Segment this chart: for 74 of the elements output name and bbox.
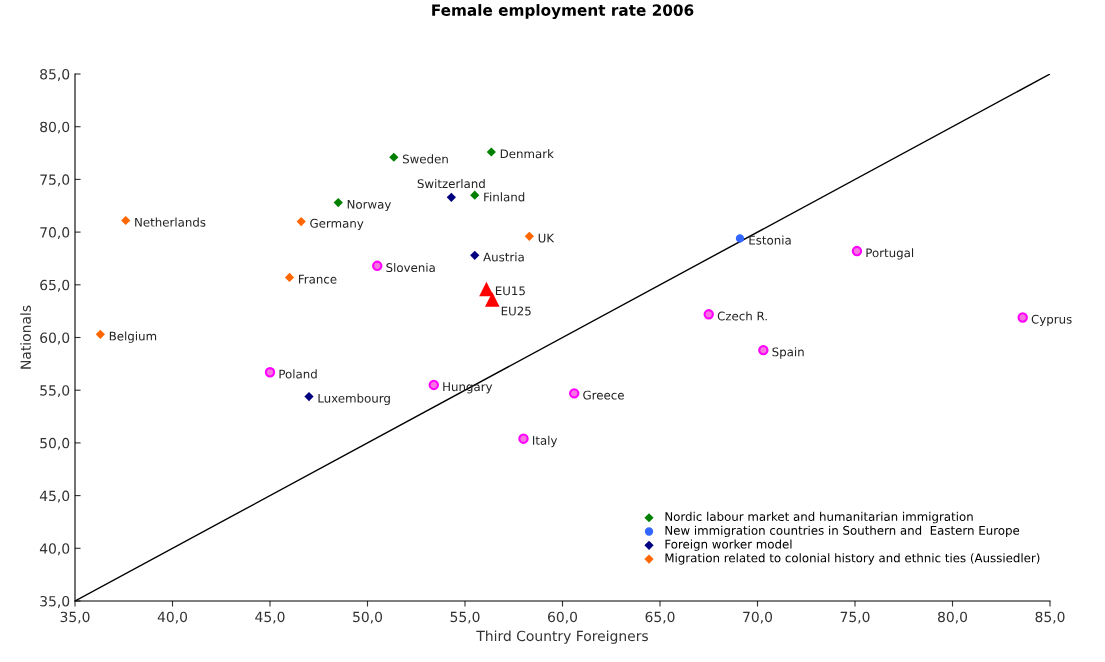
- y-tick-label: 35,0: [40, 595, 70, 608]
- annotation: Austria: [483, 252, 524, 262]
- y-tick-label: 70,0: [40, 227, 70, 239]
- point: [758, 344, 769, 356]
- x-tick-label: 70,0: [743, 611, 773, 624]
- point: [389, 152, 399, 162]
- annotation: EU25: [501, 306, 531, 316]
- annotation: Portugal: [866, 248, 914, 260]
- y-tick-label: 60,0: [40, 332, 70, 345]
- x-tick-label: 80,0: [937, 611, 968, 624]
- legend-label: New immigration countries in Southern and Eastern Europe: [665, 525, 1020, 538]
- y-axis-title: Nationals: [20, 305, 31, 369]
- x-tick-label: 45,0: [255, 611, 285, 624]
- annotation: Netherlands: [135, 217, 206, 227]
- x-tick-label: 75,0: [840, 611, 870, 624]
- point: [486, 147, 496, 157]
- point: [518, 433, 529, 444]
- annotation: Spain: [772, 347, 804, 359]
- legend-label: Foreign worker model: [665, 539, 792, 551]
- point: [524, 231, 534, 241]
- annotation: Germany: [310, 218, 364, 231]
- x-tick-label: 35,0: [60, 611, 90, 624]
- y-tick-label: 75,0: [40, 174, 70, 187]
- point: [703, 309, 714, 320]
- point: [568, 388, 580, 399]
- annotation: UK: [538, 233, 555, 243]
- annotation: Estonia: [749, 235, 791, 245]
- legend-label: Migration related to colonial history and ethnic ties (Aussiedler): [665, 553, 1040, 565]
- annotation: EU15: [495, 286, 525, 296]
- point: [735, 234, 745, 243]
- y-tick-label: 45,0: [39, 490, 70, 503]
- x-tick-label: 40,0: [157, 611, 188, 624]
- annotation: Italy: [532, 435, 558, 448]
- point: [372, 260, 383, 272]
- x-tick-label: 50,0: [353, 611, 383, 624]
- y-tick-label: 40,0: [39, 543, 70, 556]
- point: [95, 329, 105, 339]
- point: [470, 190, 480, 200]
- x-tick-label: 85,0: [1035, 611, 1065, 624]
- annotation: Czech R.: [717, 311, 767, 321]
- annotation: Switzerland: [417, 178, 485, 189]
- annotation: Belgium: [109, 331, 157, 343]
- y-tick-label: 50,0: [40, 437, 70, 450]
- chart-title: Female employment rate 2006: [432, 4, 694, 19]
- y-tick-label: 85,0: [40, 68, 70, 81]
- x-tick-label: 60,0: [548, 611, 578, 624]
- annotation: France: [298, 274, 337, 284]
- annotation: Sweden: [402, 154, 448, 164]
- point: [470, 250, 480, 260]
- y-tick-label: 65,0: [40, 279, 70, 292]
- x-axis-title: Third Country Foreigners: [476, 630, 648, 644]
- x-tick-label: 55,0: [450, 611, 480, 624]
- x-tick-label: 65,0: [645, 611, 675, 624]
- point: [296, 216, 306, 227]
- point: [264, 367, 276, 378]
- annotation: Norway: [347, 200, 392, 212]
- point: [1017, 312, 1028, 323]
- annotation: Greece: [583, 390, 624, 400]
- annotation: Slovenia: [386, 262, 435, 273]
- annotation: Cyprus: [1031, 314, 1072, 326]
- annotation: Poland: [279, 369, 317, 379]
- point: [446, 192, 456, 202]
- point: [121, 215, 131, 226]
- legend-label: Nordic labour market and humanitarian immigration: [665, 511, 973, 524]
- y-tick-label: 55,0: [40, 385, 70, 398]
- annotation: Finland: [484, 192, 525, 202]
- y-tick-label: 80,0: [40, 121, 70, 134]
- point: [304, 391, 314, 402]
- point: [284, 272, 295, 283]
- point: [428, 379, 440, 391]
- annotation: Denmark: [500, 149, 554, 159]
- point: [333, 197, 343, 208]
- point: [851, 245, 863, 257]
- annotation: Luxembourg: [318, 393, 390, 406]
